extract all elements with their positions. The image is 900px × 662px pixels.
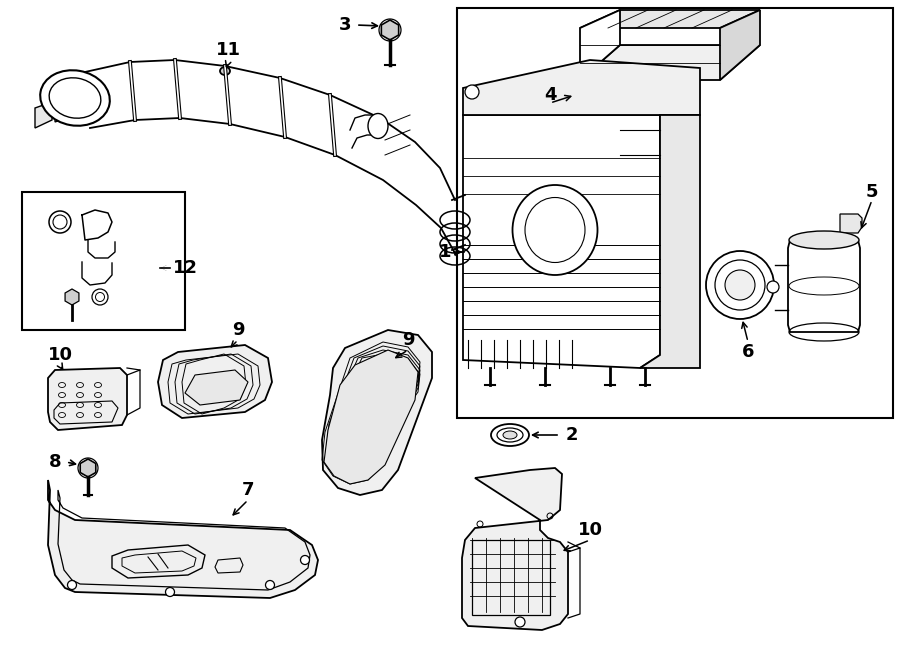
Ellipse shape	[368, 113, 388, 138]
Polygon shape	[463, 60, 700, 115]
Ellipse shape	[220, 67, 230, 75]
Ellipse shape	[767, 281, 779, 293]
Text: 11: 11	[215, 41, 240, 59]
Polygon shape	[158, 345, 272, 418]
Polygon shape	[322, 330, 432, 495]
Polygon shape	[640, 115, 700, 368]
Ellipse shape	[301, 555, 310, 565]
Polygon shape	[580, 10, 620, 80]
Ellipse shape	[266, 581, 274, 589]
Text: 7: 7	[242, 481, 255, 499]
Text: 9: 9	[401, 331, 414, 349]
Polygon shape	[80, 459, 95, 477]
Polygon shape	[65, 289, 79, 305]
Text: 3: 3	[338, 16, 351, 34]
Polygon shape	[48, 368, 127, 430]
Ellipse shape	[68, 581, 76, 589]
Ellipse shape	[166, 587, 175, 596]
Text: 10: 10	[578, 521, 602, 539]
Ellipse shape	[465, 85, 479, 99]
Ellipse shape	[92, 289, 108, 305]
Ellipse shape	[512, 185, 598, 275]
Bar	[22, 192, 185, 330]
Text: 6: 6	[742, 343, 754, 361]
Ellipse shape	[491, 424, 529, 446]
Polygon shape	[382, 20, 399, 40]
Polygon shape	[580, 10, 760, 28]
Polygon shape	[324, 350, 418, 484]
Ellipse shape	[40, 70, 110, 126]
Ellipse shape	[503, 431, 517, 439]
Polygon shape	[840, 214, 862, 233]
Polygon shape	[462, 468, 568, 630]
Polygon shape	[720, 10, 760, 80]
Text: 8: 8	[49, 453, 61, 471]
Text: 10: 10	[48, 346, 73, 364]
Polygon shape	[35, 102, 52, 128]
Polygon shape	[463, 115, 660, 368]
Ellipse shape	[725, 270, 755, 300]
Text: 9: 9	[232, 321, 244, 339]
Text: 5: 5	[866, 183, 878, 201]
Ellipse shape	[515, 617, 525, 627]
Text: 2: 2	[566, 426, 578, 444]
Ellipse shape	[789, 231, 859, 249]
Polygon shape	[185, 370, 248, 405]
Text: 4: 4	[544, 86, 556, 104]
Polygon shape	[55, 100, 68, 122]
Polygon shape	[788, 240, 860, 332]
Ellipse shape	[49, 211, 71, 233]
Polygon shape	[48, 480, 318, 598]
Ellipse shape	[706, 251, 774, 319]
Text: 1: 1	[439, 243, 451, 261]
Text: 12: 12	[173, 259, 197, 277]
Bar	[457, 8, 893, 418]
Polygon shape	[580, 45, 760, 80]
